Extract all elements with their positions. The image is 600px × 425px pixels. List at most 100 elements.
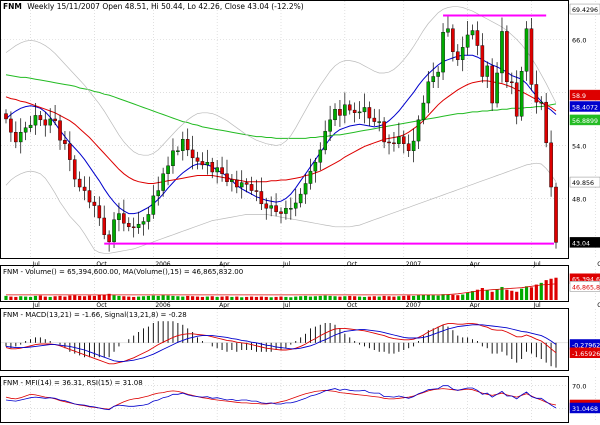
candle-body — [122, 213, 126, 224]
candle — [126, 217, 131, 232]
volume-bar — [431, 295, 435, 300]
candle — [43, 112, 48, 137]
volume-bar — [357, 296, 362, 300]
candle-body — [9, 118, 13, 133]
candle-body — [524, 28, 529, 72]
volume-bar — [362, 296, 367, 300]
volume-bar — [544, 280, 548, 300]
price-info: Weekly 15/11/2007 Open 48.51, Hi 50.44, … — [27, 2, 303, 11]
series-line-upper-band — [5, 6, 557, 156]
volume-ma-line — [6, 283, 557, 296]
candle — [554, 182, 558, 249]
candle — [323, 120, 327, 155]
candle-body — [289, 208, 293, 210]
candle — [200, 152, 205, 170]
x-axis-label: Jul — [282, 261, 291, 268]
candle — [77, 171, 82, 192]
volume-bar — [421, 294, 426, 300]
candle — [254, 179, 259, 202]
candle-body — [176, 150, 180, 152]
candle-body — [68, 143, 72, 160]
volume-bar — [230, 296, 234, 300]
candle — [293, 188, 298, 217]
candle — [475, 21, 480, 56]
candle — [122, 199, 126, 232]
candle-body — [303, 183, 308, 195]
candle-body — [298, 193, 303, 204]
price-layer — [4, 6, 558, 254]
candle — [190, 135, 195, 170]
value-label: 31.0468 — [569, 402, 600, 414]
series-line-ma-50- — [5, 80, 557, 184]
candle-body — [362, 107, 367, 113]
value-label-bg — [569, 281, 600, 292]
candle-body — [539, 101, 544, 104]
volume-bar — [505, 289, 509, 300]
candle — [338, 100, 342, 127]
value-label-text: -0.27962 — [572, 342, 600, 349]
price-panel-frame — [0, 0, 569, 259]
volume-bar — [490, 291, 494, 300]
x-axis-label: Jul — [532, 261, 541, 268]
candle-body — [328, 119, 332, 132]
candle — [9, 111, 13, 142]
candle — [225, 159, 229, 187]
value-label-text: 56.8899 — [572, 118, 598, 125]
candle-body — [505, 31, 509, 83]
candle-body — [343, 104, 347, 116]
candle-body — [185, 139, 190, 151]
volume-bar — [171, 295, 175, 300]
candle-body — [23, 127, 28, 133]
volume-bar — [161, 295, 165, 300]
candle-body — [401, 136, 406, 144]
value-label: 58.4072 — [569, 101, 600, 112]
candle — [244, 178, 249, 193]
value-label-text: 58.4072 — [572, 104, 598, 111]
candle — [411, 128, 416, 163]
x-axis-label-volume: Apr — [219, 302, 230, 309]
candle-body — [63, 139, 67, 144]
volume-bar — [318, 295, 322, 300]
candle-body — [279, 211, 283, 214]
candle-body — [136, 223, 141, 228]
volume-bar — [73, 295, 77, 300]
x-axis-label: Apr — [219, 261, 230, 268]
value-label-bg — [569, 89, 600, 101]
value-label: 56.8899 — [569, 114, 600, 126]
candle-body — [33, 115, 38, 126]
rsi-panel-title: FNM - MFI(14) = 36.31, RSI(15) = 31.08 — [3, 379, 143, 387]
candle-body — [490, 65, 494, 104]
y-axis-tick-label: 66.0 — [572, 36, 586, 44]
volume-bar — [338, 296, 342, 300]
candle-body — [171, 150, 175, 167]
volume-bar — [416, 295, 421, 300]
volume-bar — [461, 294, 465, 300]
candle — [495, 62, 499, 108]
candle — [387, 134, 391, 155]
candle-body — [235, 179, 239, 188]
candle — [161, 167, 165, 197]
candle-body — [446, 28, 450, 33]
candle-body — [264, 203, 269, 209]
volume-bar — [43, 296, 47, 300]
candle-body — [269, 205, 273, 209]
volume-bar — [411, 295, 416, 300]
volume-bar — [510, 290, 514, 300]
candle — [68, 131, 72, 172]
candle — [185, 128, 190, 157]
volume-bar — [436, 295, 440, 300]
candle-body — [117, 213, 121, 220]
candle-body — [210, 162, 215, 173]
candle-body — [77, 178, 82, 188]
candle-body — [455, 51, 460, 60]
candle — [264, 197, 269, 220]
candle — [406, 134, 411, 157]
volume-bar — [515, 291, 519, 300]
volume-bar — [220, 296, 224, 300]
candle — [490, 58, 494, 111]
volume-bar — [156, 295, 160, 300]
x-axis-label: 2006 — [155, 261, 170, 268]
candle — [500, 17, 504, 83]
candle — [284, 200, 288, 220]
candle-body — [549, 142, 553, 188]
